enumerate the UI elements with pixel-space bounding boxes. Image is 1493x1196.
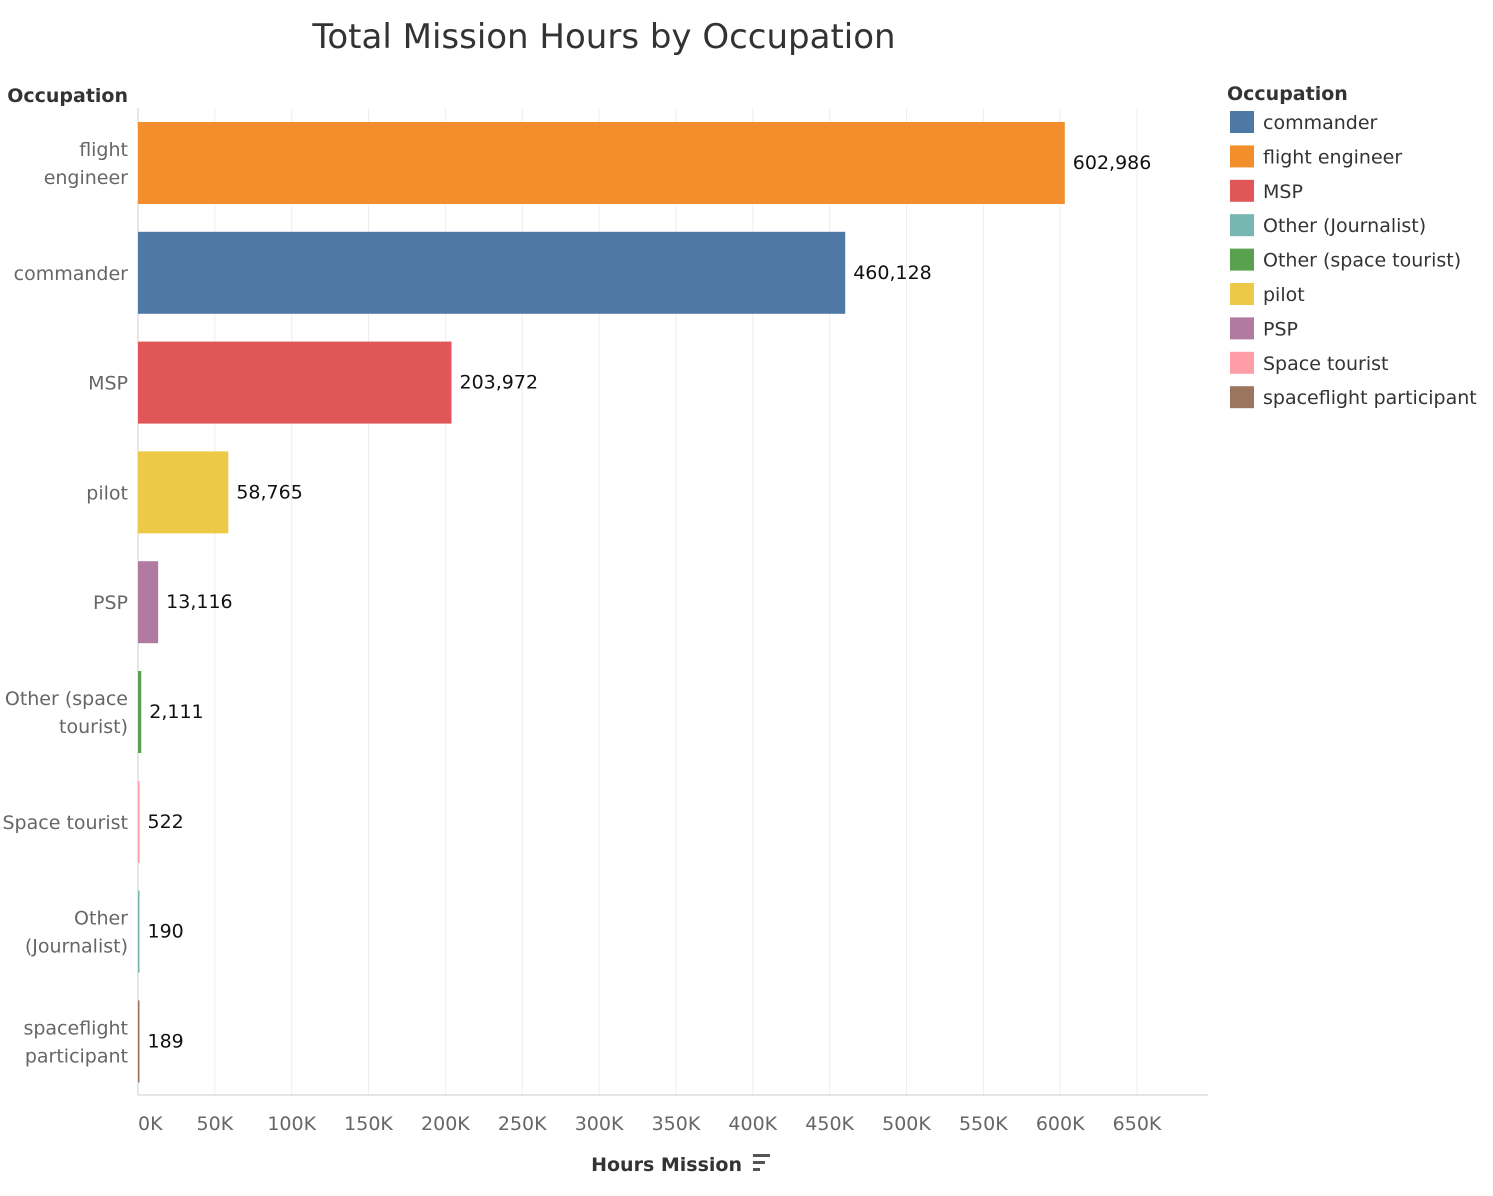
category-label-line: Other	[74, 908, 128, 930]
legend-label: pilot	[1263, 284, 1305, 306]
legend-label: flight engineer	[1263, 146, 1402, 168]
legend-title: Occupation	[1227, 83, 1348, 105]
x-tick-label: 650K	[1113, 1113, 1162, 1135]
legend-swatch	[1230, 248, 1254, 271]
value-label: 460,128	[853, 262, 932, 284]
chart-title: Total Mission Hours by Occupation	[311, 17, 895, 57]
legend-label: PSP	[1263, 318, 1298, 340]
category-label: Space tourist	[3, 812, 129, 834]
category-label: pilot	[86, 482, 128, 504]
category-label-line: Other (space	[5, 688, 128, 710]
category-label: flight engineer	[44, 139, 128, 189]
value-label: 602,986	[1073, 152, 1152, 174]
sort-descending-icon[interactable]	[753, 1154, 770, 1171]
category-label: Other (Journalist)	[25, 908, 128, 958]
value-label: 189	[148, 1030, 184, 1052]
legend-item[interactable]: PSP	[1230, 317, 1298, 340]
legend-item[interactable]: commander	[1230, 111, 1378, 134]
x-tick-label: 50K	[197, 1113, 234, 1135]
x-tick-label: 400K	[728, 1113, 777, 1135]
legend-swatch	[1230, 386, 1254, 409]
category-label-line: tourist)	[59, 716, 128, 738]
x-tick-label: 500K	[882, 1113, 931, 1135]
x-tick-label: 150K	[344, 1113, 393, 1135]
legend-swatch	[1230, 317, 1254, 340]
category-label: MSP	[88, 373, 128, 395]
category-label-line: PSP	[93, 592, 128, 614]
x-axis-ticks: 0K 50K 100K 150K 200K 250K 300K 350K 400K 450K 500…	[138, 1113, 1162, 1135]
category-label-line: flight	[79, 139, 128, 161]
legend-item[interactable]: pilot	[1230, 283, 1305, 306]
bar[interactable]	[138, 231, 846, 314]
legend-label: spaceflight participant	[1263, 387, 1477, 409]
value-label: 203,972	[460, 372, 539, 394]
x-tick-label: 350K	[652, 1113, 701, 1135]
value-label: 58,765	[236, 481, 302, 503]
legend-item[interactable]: Space tourist	[1230, 351, 1389, 375]
value-labels: 602,986 460,128 203,972 58,765 13,116 2,111 52…	[148, 152, 1152, 1052]
x-tick-label: 100K	[267, 1113, 316, 1135]
category-label-line: MSP	[88, 373, 128, 395]
legend-swatch	[1230, 351, 1254, 374]
value-label: 13,116	[166, 591, 232, 613]
legend-label: Space tourist	[1263, 353, 1389, 375]
legend-swatch	[1230, 145, 1254, 168]
legend-item[interactable]: spaceflight participant	[1230, 386, 1477, 409]
category-label-line: engineer	[44, 167, 128, 189]
category-label-line: spaceflight	[23, 1017, 128, 1039]
y-axis-header: Occupation	[7, 85, 128, 107]
bar[interactable]	[138, 122, 1065, 204]
category-label: commander	[14, 263, 129, 285]
legend-swatch	[1230, 111, 1254, 133]
legend-label: Other (Journalist)	[1263, 215, 1426, 237]
legend-swatch	[1230, 179, 1254, 202]
category-label: PSP	[93, 592, 128, 614]
bar[interactable]	[138, 561, 159, 644]
x-tick-label: 550K	[959, 1113, 1008, 1135]
bars	[138, 122, 1065, 1083]
bar[interactable]	[138, 671, 142, 753]
legend-swatch	[1230, 283, 1254, 305]
category-label-line: pilot	[86, 482, 128, 504]
legend: Occupation commander flight engineer MSP Ot…	[1227, 83, 1477, 409]
category-label-line: Space tourist	[3, 812, 129, 834]
bar[interactable]	[138, 890, 140, 973]
x-tick-label: 250K	[498, 1113, 547, 1135]
category-label-line: (Journalist)	[25, 936, 128, 958]
category-label: Other (space tourist)	[5, 688, 128, 738]
x-tick-label: 200K	[421, 1113, 470, 1135]
value-label: 190	[148, 921, 184, 943]
x-tick-label: 300K	[575, 1113, 624, 1135]
bar[interactable]	[138, 1000, 140, 1083]
category-label: spaceflight participant	[23, 1017, 128, 1067]
category-label-line: participant	[25, 1045, 128, 1067]
category-label-line: commander	[14, 263, 129, 285]
legend-item[interactable]: flight engineer	[1230, 145, 1402, 168]
x-axis-title[interactable]: Hours Mission	[591, 1154, 742, 1176]
legend-swatch	[1230, 214, 1254, 237]
bar[interactable]	[138, 341, 452, 424]
legend-item[interactable]: Other (space tourist)	[1230, 248, 1461, 272]
x-tick-label: 450K	[805, 1113, 854, 1135]
legend-item[interactable]: Other (Journalist)	[1230, 214, 1426, 237]
legend-label: commander	[1263, 112, 1378, 134]
value-label: 522	[148, 811, 184, 833]
legend-item[interactable]: MSP	[1230, 179, 1303, 203]
x-tick-label: 600K	[1036, 1113, 1085, 1135]
legend-label: MSP	[1263, 181, 1303, 203]
legend-label: Other (space tourist)	[1263, 250, 1461, 272]
x-tick-label: 0K	[138, 1113, 163, 1135]
bar[interactable]	[138, 780, 140, 863]
bar[interactable]	[138, 451, 229, 534]
category-labels: flight engineer commander MSP pilot PSP Other …	[3, 139, 129, 1067]
value-label: 2,111	[149, 701, 203, 723]
